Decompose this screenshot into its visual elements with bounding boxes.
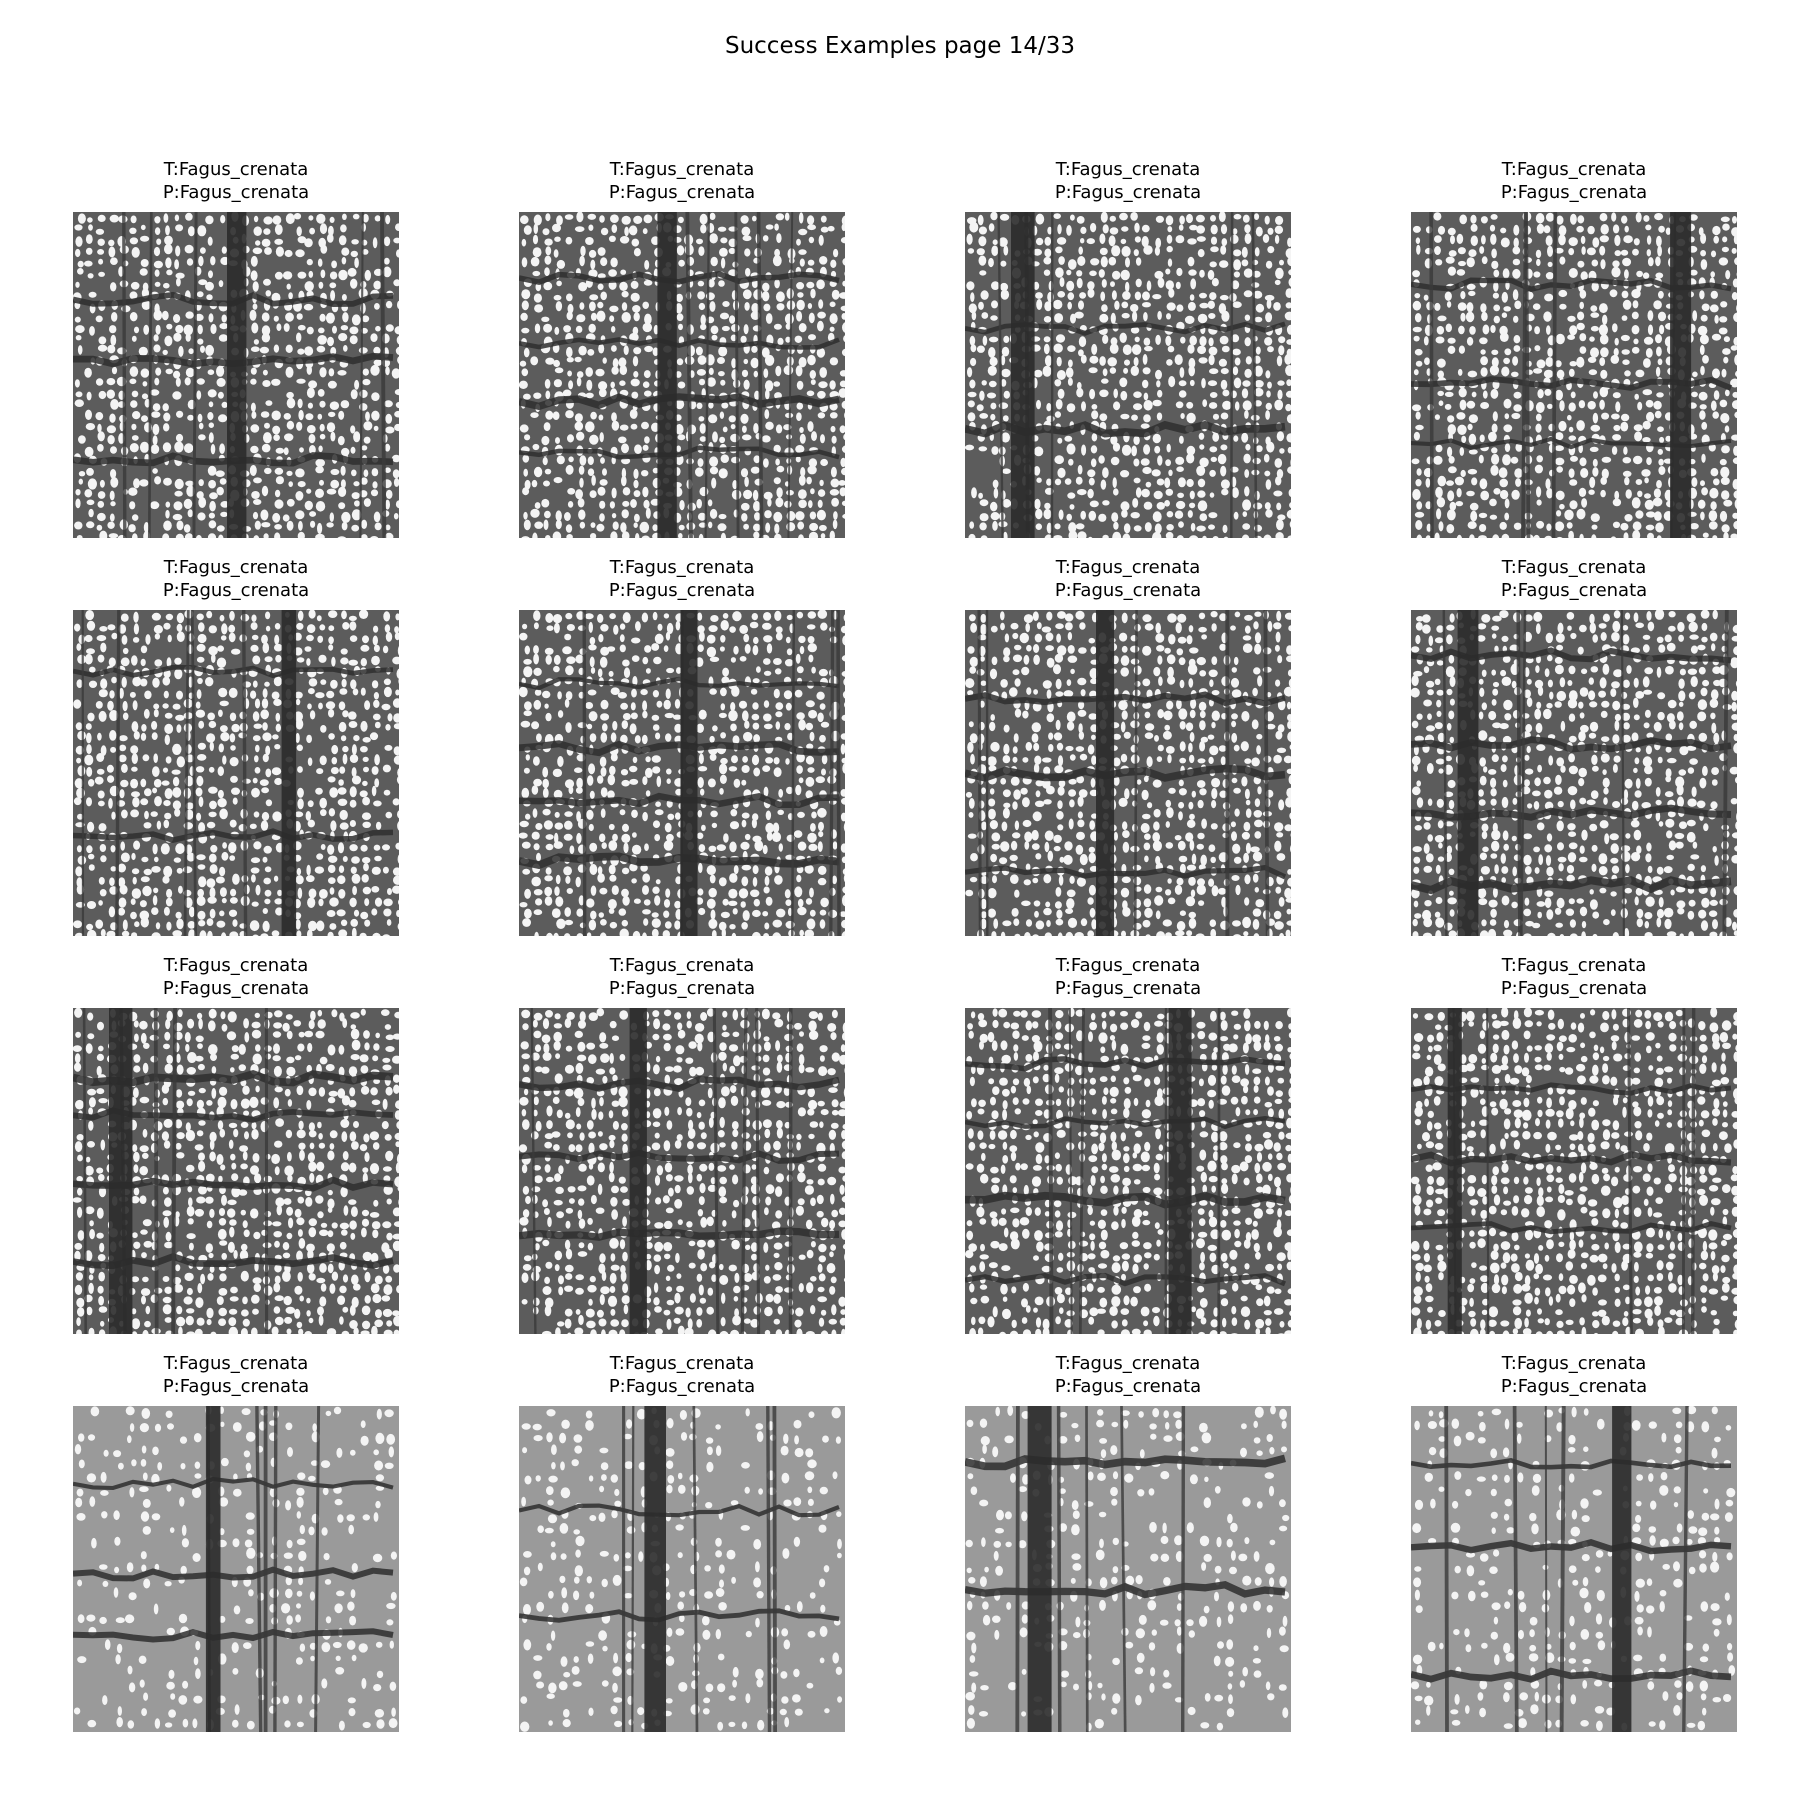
example-panel: T:Fagus_crenata P:Fagus_crenata bbox=[1411, 556, 1737, 936]
panel-caption: T:Fagus_crenata P:Fagus_crenata bbox=[965, 954, 1291, 1002]
predicted-label: P:Fagus_crenata bbox=[965, 579, 1291, 602]
example-panel: T:Fagus_crenata P:Fagus_crenata bbox=[519, 556, 845, 936]
panel-caption: T:Fagus_crenata P:Fagus_crenata bbox=[1411, 556, 1737, 604]
example-panel: T:Fagus_crenata P:Fagus_crenata bbox=[965, 1352, 1291, 1732]
predicted-label: P:Fagus_crenata bbox=[73, 1375, 399, 1398]
example-panel: T:Fagus_crenata P:Fagus_crenata bbox=[73, 556, 399, 936]
figure-title: Success Examples page 14/33 bbox=[0, 32, 1800, 60]
example-panel: T:Fagus_crenata P:Fagus_crenata bbox=[519, 158, 845, 538]
wood-cross-section-micrograph bbox=[519, 1406, 845, 1732]
wood-cross-section-micrograph bbox=[1411, 1406, 1737, 1732]
predicted-label: P:Fagus_crenata bbox=[519, 977, 845, 1000]
true-label: T:Fagus_crenata bbox=[519, 954, 845, 977]
panel-caption: T:Fagus_crenata P:Fagus_crenata bbox=[1411, 158, 1737, 206]
wood-cross-section-micrograph bbox=[1411, 212, 1737, 538]
true-label: T:Fagus_crenata bbox=[965, 954, 1291, 977]
true-label: T:Fagus_crenata bbox=[519, 1352, 845, 1375]
wood-cross-section-micrograph bbox=[1411, 610, 1737, 936]
predicted-label: P:Fagus_crenata bbox=[1411, 977, 1737, 1000]
true-label: T:Fagus_crenata bbox=[1411, 158, 1737, 181]
predicted-label: P:Fagus_crenata bbox=[519, 579, 845, 602]
predicted-label: P:Fagus_crenata bbox=[73, 977, 399, 1000]
predicted-label: P:Fagus_crenata bbox=[965, 977, 1291, 1000]
true-label: T:Fagus_crenata bbox=[73, 1352, 399, 1375]
example-panel: T:Fagus_crenata P:Fagus_crenata bbox=[519, 954, 845, 1334]
true-label: T:Fagus_crenata bbox=[519, 556, 845, 579]
panel-caption: T:Fagus_crenata P:Fagus_crenata bbox=[73, 556, 399, 604]
wood-cross-section-micrograph bbox=[73, 1406, 399, 1732]
example-panel: T:Fagus_crenata P:Fagus_crenata bbox=[519, 1352, 845, 1732]
example-panel: T:Fagus_crenata P:Fagus_crenata bbox=[965, 954, 1291, 1334]
predicted-label: P:Fagus_crenata bbox=[73, 579, 399, 602]
wood-cross-section-micrograph bbox=[519, 1008, 845, 1334]
panel-caption: T:Fagus_crenata P:Fagus_crenata bbox=[519, 158, 845, 206]
panel-caption: T:Fagus_crenata P:Fagus_crenata bbox=[519, 556, 845, 604]
wood-cross-section-micrograph bbox=[73, 610, 399, 936]
panel-caption: T:Fagus_crenata P:Fagus_crenata bbox=[519, 954, 845, 1002]
example-panel: T:Fagus_crenata P:Fagus_crenata bbox=[1411, 158, 1737, 538]
panel-caption: T:Fagus_crenata P:Fagus_crenata bbox=[73, 1352, 399, 1400]
panel-caption: T:Fagus_crenata P:Fagus_crenata bbox=[965, 1352, 1291, 1400]
panel-caption: T:Fagus_crenata P:Fagus_crenata bbox=[1411, 1352, 1737, 1400]
panel-caption: T:Fagus_crenata P:Fagus_crenata bbox=[73, 954, 399, 1002]
example-panel: T:Fagus_crenata P:Fagus_crenata bbox=[965, 556, 1291, 936]
wood-cross-section-micrograph bbox=[965, 1406, 1291, 1732]
example-panel: T:Fagus_crenata P:Fagus_crenata bbox=[73, 954, 399, 1334]
true-label: T:Fagus_crenata bbox=[965, 1352, 1291, 1375]
example-panel: T:Fagus_crenata P:Fagus_crenata bbox=[1411, 1352, 1737, 1732]
predicted-label: P:Fagus_crenata bbox=[1411, 579, 1737, 602]
predicted-label: P:Fagus_crenata bbox=[73, 181, 399, 204]
wood-cross-section-micrograph bbox=[965, 212, 1291, 538]
predicted-label: P:Fagus_crenata bbox=[519, 181, 845, 204]
example-panel: T:Fagus_crenata P:Fagus_crenata bbox=[73, 1352, 399, 1732]
true-label: T:Fagus_crenata bbox=[965, 158, 1291, 181]
example-panel: T:Fagus_crenata P:Fagus_crenata bbox=[1411, 954, 1737, 1334]
wood-cross-section-micrograph bbox=[73, 212, 399, 538]
panel-caption: T:Fagus_crenata P:Fagus_crenata bbox=[519, 1352, 845, 1400]
predicted-label: P:Fagus_crenata bbox=[519, 1375, 845, 1398]
predicted-label: P:Fagus_crenata bbox=[965, 1375, 1291, 1398]
example-panel: T:Fagus_crenata P:Fagus_crenata bbox=[965, 158, 1291, 538]
wood-cross-section-micrograph bbox=[965, 1008, 1291, 1334]
panel-caption: T:Fagus_crenata P:Fagus_crenata bbox=[1411, 954, 1737, 1002]
wood-cross-section-micrograph bbox=[73, 1008, 399, 1334]
true-label: T:Fagus_crenata bbox=[73, 158, 399, 181]
true-label: T:Fagus_crenata bbox=[1411, 954, 1737, 977]
predicted-label: P:Fagus_crenata bbox=[1411, 181, 1737, 204]
wood-cross-section-micrograph bbox=[965, 610, 1291, 936]
true-label: T:Fagus_crenata bbox=[519, 158, 845, 181]
panel-caption: T:Fagus_crenata P:Fagus_crenata bbox=[965, 158, 1291, 206]
example-panel: T:Fagus_crenata P:Fagus_crenata bbox=[73, 158, 399, 538]
true-label: T:Fagus_crenata bbox=[965, 556, 1291, 579]
true-label: T:Fagus_crenata bbox=[73, 556, 399, 579]
wood-cross-section-micrograph bbox=[519, 212, 845, 538]
true-label: T:Fagus_crenata bbox=[1411, 556, 1737, 579]
wood-cross-section-micrograph bbox=[519, 610, 845, 936]
panel-caption: T:Fagus_crenata P:Fagus_crenata bbox=[965, 556, 1291, 604]
predicted-label: P:Fagus_crenata bbox=[965, 181, 1291, 204]
true-label: T:Fagus_crenata bbox=[73, 954, 399, 977]
wood-cross-section-micrograph bbox=[1411, 1008, 1737, 1334]
predicted-label: P:Fagus_crenata bbox=[1411, 1375, 1737, 1398]
panel-caption: T:Fagus_crenata P:Fagus_crenata bbox=[73, 158, 399, 206]
true-label: T:Fagus_crenata bbox=[1411, 1352, 1737, 1375]
